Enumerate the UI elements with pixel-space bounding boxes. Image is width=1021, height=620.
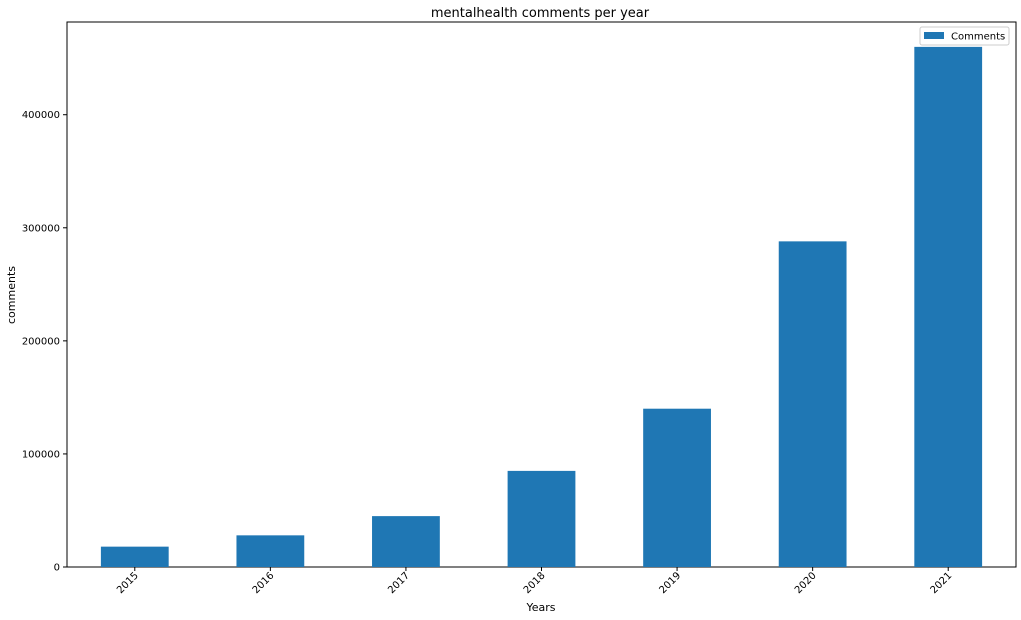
legend-label: Comments [951, 32, 1005, 43]
bars-group [100, 46, 983, 568]
y-tick-label-100000: 100000 [22, 449, 60, 460]
x-axis-label: Years [525, 601, 555, 614]
bar-2020 [778, 241, 847, 567]
chart-title: mentalhealth comments per year [431, 6, 650, 21]
y-axis-label: comments [5, 266, 18, 324]
y-axis-ticks: 0 100000 200000 300000 400000 [22, 110, 67, 574]
bar-2021 [914, 46, 983, 568]
y-tick-label-0: 0 [54, 563, 60, 574]
bar-2018 [507, 470, 576, 567]
legend-box [919, 26, 1010, 46]
y-tick-label-400000: 400000 [22, 110, 60, 121]
y-tick-label-300000: 300000 [22, 223, 60, 234]
bar-2015 [100, 546, 169, 567]
legend: Comments [919, 26, 1010, 46]
bar-2019 [643, 408, 711, 567]
bar-2017 [372, 516, 440, 567]
bar-2016 [236, 535, 305, 567]
legend-swatch [924, 32, 944, 39]
y-tick-label-200000: 200000 [22, 336, 60, 347]
